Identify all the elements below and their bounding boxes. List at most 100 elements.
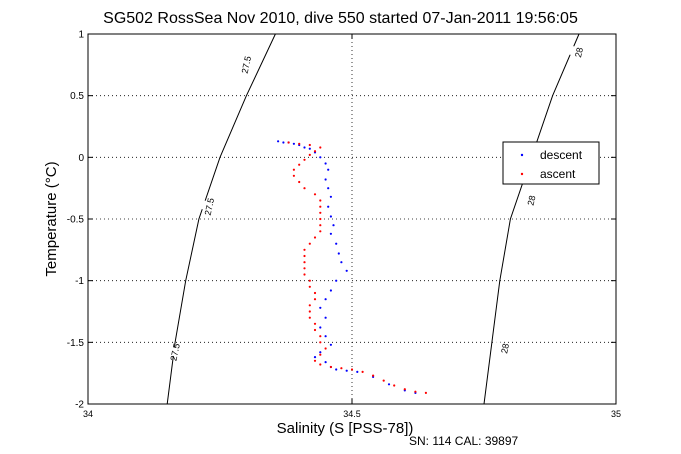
contour-labels: 27.5 27.5 27.5 28 28 28 <box>164 45 590 362</box>
density-contour-line <box>166 33 276 405</box>
ascent-point <box>298 180 301 184</box>
ascent-point <box>303 248 306 251</box>
ascent-point <box>313 322 317 325</box>
ascent-point <box>313 236 317 239</box>
tick-labels: 34 34.5 35 1 0.5 0 -0.5 -1 -1.5 -2 <box>67 30 621 420</box>
ascent-point <box>308 279 311 282</box>
ascent-point <box>403 388 406 391</box>
ascent-point <box>319 353 322 356</box>
descent-point <box>313 356 317 359</box>
descent-point <box>329 232 332 235</box>
descent-point <box>324 361 327 364</box>
ascent-point <box>308 285 311 288</box>
serial-calibration-footer: SN: 114 CAL: 39897 <box>409 434 519 448</box>
contour-label: 28 <box>526 195 538 207</box>
descent-point <box>324 335 327 338</box>
ascent-point <box>287 141 290 144</box>
contour-label-bg <box>520 193 543 207</box>
descent-point <box>308 147 311 150</box>
ascent-point <box>329 365 332 369</box>
contour-label-bg <box>198 199 221 213</box>
legend-label-ascent: ascent <box>540 167 576 181</box>
descent-point <box>345 369 348 372</box>
ascent-point <box>308 143 311 147</box>
x-tick-label: 34 <box>83 409 93 419</box>
ascent-point <box>313 298 317 301</box>
contour-label: 27.5 <box>168 343 181 362</box>
ascent-point <box>319 217 322 221</box>
legend-box <box>502 141 600 185</box>
descent-point <box>327 205 330 208</box>
y-tick-label: -1.5 <box>67 338 85 349</box>
ascent-point <box>298 163 301 166</box>
ascent-point <box>393 384 396 387</box>
contour-label: 27.5 <box>203 197 216 216</box>
contour-label: 28 <box>573 47 585 59</box>
contour-label-bg <box>235 57 258 71</box>
descent-point <box>335 368 338 371</box>
descent-point <box>345 269 348 272</box>
ascent-point <box>292 168 295 171</box>
ascent-point <box>319 211 322 214</box>
ascent-point <box>303 261 306 264</box>
descent-point <box>329 289 332 292</box>
y-tick-label: -2 <box>75 400 84 411</box>
ascent-point <box>319 363 322 366</box>
ascent-point <box>308 153 311 156</box>
ascent-point <box>319 224 322 227</box>
contour-label: 28 <box>499 343 511 355</box>
ascent-point <box>308 242 311 245</box>
plot-area: 27.5 27.5 27.5 28 28 28 <box>87 33 617 405</box>
ascent-point <box>382 379 385 382</box>
y-tick-label: -1 <box>75 276 84 287</box>
descent-point <box>329 195 332 198</box>
descent-point <box>319 326 322 329</box>
ascent-point <box>319 230 322 233</box>
ascent-point <box>303 273 306 276</box>
descent-point <box>387 383 391 386</box>
y-tick-label: 1 <box>78 30 84 41</box>
ascent-point <box>308 316 311 319</box>
y-axis-label: Temperature (°C) <box>43 161 60 276</box>
descent-point <box>337 252 340 255</box>
descent-point <box>335 279 338 282</box>
descent-point <box>319 351 322 354</box>
legend-marker-ascent <box>520 172 524 176</box>
ascent-point <box>319 335 322 338</box>
ascent-point <box>372 374 375 377</box>
ascent-point <box>313 328 317 332</box>
x-tick-label: 34.5 <box>343 409 361 419</box>
contour-label-bg <box>568 45 590 59</box>
x-tick-label: 35 <box>611 409 621 419</box>
legend-label-descent: descent <box>540 148 583 162</box>
descent-point <box>335 242 338 245</box>
ascent-point <box>350 368 354 371</box>
ascent-point <box>340 367 343 370</box>
ascent-point <box>308 304 311 307</box>
contour-label-bg <box>164 345 186 359</box>
descent-point <box>319 156 322 159</box>
contour-label-bg <box>494 341 516 355</box>
descent-point <box>356 370 359 373</box>
legend: descent ascent <box>502 141 600 185</box>
chart-title: SG502 RossSea Nov 2010, dive 550 started… <box>103 10 578 27</box>
ascent-point <box>303 187 306 190</box>
descent-point <box>324 162 327 165</box>
x-axis-label: Salinity (S [PSS-78]) <box>277 420 414 437</box>
ascent-point <box>319 341 322 344</box>
ascent-point <box>361 370 364 373</box>
ascent-point <box>298 142 301 145</box>
ascent-point <box>324 347 327 350</box>
ascent-point <box>308 310 311 313</box>
descent-point <box>329 215 332 218</box>
descent-point <box>340 261 343 264</box>
descent-point <box>327 187 330 190</box>
ascent-point <box>292 174 295 177</box>
descent-point <box>324 298 327 301</box>
ascent-point <box>313 291 317 295</box>
ascent-point <box>303 254 306 258</box>
tick-marks <box>87 33 617 405</box>
ascent-point <box>319 146 322 149</box>
y-tick-label: 0.5 <box>70 91 84 102</box>
